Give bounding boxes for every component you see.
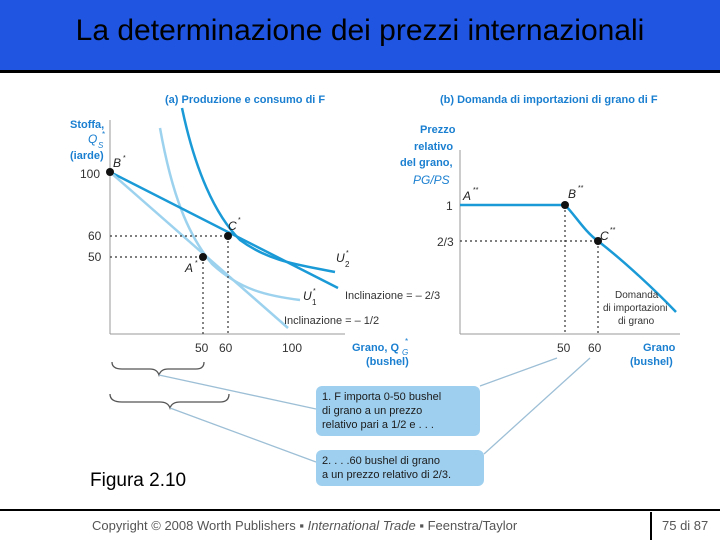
curve-u2-sub: 2: [345, 260, 350, 269]
price-line-slope-1-2: [109, 171, 289, 329]
footer-sep-2: ▪: [419, 518, 424, 533]
panel-b-point-a: A: [462, 189, 471, 203]
point-a-star: [199, 253, 207, 261]
panel-a-xtick-60: 60: [219, 341, 233, 355]
connector-2b: [483, 357, 591, 455]
panel-a-xlabel-sub: G: [402, 348, 408, 357]
panel-a-ytick-60: 60: [88, 229, 102, 243]
panel-b-ytick-2-3: 2/3: [437, 235, 454, 249]
price-line-slope-2-3: [109, 170, 339, 290]
demand-curve-label-2: di importazioni: [603, 303, 667, 314]
panel-a-xtick-50: 50: [195, 341, 209, 355]
panel-b-xtick-50: 50: [557, 341, 571, 355]
footer-authors: Feenstra/Taylor: [427, 518, 518, 533]
curve-u2-sup: *: [346, 250, 349, 257]
figure-caption: Figura 2.10: [90, 470, 187, 491]
callout-1-line-1: 1. F importa 0-50 bushel: [322, 391, 442, 403]
panel-a-xlabel-unit: (bushel): [366, 356, 409, 368]
panel-b-point-c: C: [600, 229, 609, 243]
footer-divider: [0, 509, 720, 511]
callout-1-line-2: di grano a un prezzo: [322, 405, 423, 417]
connector-1b: [479, 357, 558, 387]
panel-a-xlabel-sup: *: [405, 337, 408, 346]
demand-curve-label-3: di grano: [618, 316, 655, 327]
panel-b-ylabel-formula: PG/PS: [413, 173, 450, 187]
panel-a-ylabel-1: Stoffa,: [70, 119, 104, 131]
panel-a-ytick-100: 100: [80, 167, 100, 181]
callout-1: 1. F importa 0-50 bushel di grano a un p…: [316, 386, 480, 436]
panel-b-ylabel-1: Prezzo: [420, 124, 456, 136]
panel-a-ylabel-2: Q: [88, 132, 97, 146]
footer-copyright: Copyright © 2008 Worth Publishers: [92, 518, 296, 533]
panel-a-xlabel: Grano, Q: [352, 342, 400, 354]
demand-curve-label-1: Domanda: [615, 290, 659, 301]
connector-2a: [169, 407, 317, 463]
brace-upper: [111, 361, 205, 378]
point-c-star-star: [594, 237, 602, 245]
callout-2-line-1: 2. . . .60 bushel di grano: [322, 455, 441, 467]
panel-a-ylabel-sub: S: [98, 141, 104, 150]
panel-a-ytick-50: 50: [88, 250, 102, 264]
point-b-star: [106, 168, 114, 176]
panel-b-ylabel-2: relativo: [414, 141, 453, 153]
panel-b-ylabel-3: del grano,: [400, 157, 453, 169]
title-divider: [0, 70, 720, 73]
callout-1-line-3: relativo pari a 1/2 e . . .: [322, 419, 434, 431]
panel-b-point-b-sup: **: [578, 185, 584, 192]
point-a-label: A: [184, 261, 193, 275]
panel-b-xtick-60: 60: [588, 341, 602, 355]
panel-a-ylabel-3: (iarde): [70, 150, 104, 162]
point-b-label: B: [113, 156, 121, 170]
panel-b-xlabel-unit: (bushel): [630, 356, 673, 368]
callout-2-line-2: a un prezzo relativo di 2/3.: [322, 469, 452, 481]
slope-label-1-2: Inclinazione = – 1/2: [284, 315, 379, 327]
footer-sep-1: ▪: [299, 518, 304, 533]
point-b-label-sup: *: [123, 155, 126, 162]
panel-b-point-a-sup: **: [473, 187, 479, 194]
panel-a-xtick-100: 100: [282, 341, 302, 355]
slope-label-2-3: Inclinazione = – 2/3: [345, 290, 440, 302]
page-number: 75 di 87: [662, 518, 709, 533]
point-c-label-sup: *: [238, 217, 241, 224]
curve-u1-sub: 1: [312, 298, 317, 307]
panel-b-point-b: B: [568, 187, 576, 201]
panel-b-title: (b) Domanda di importazioni di grano di …: [440, 94, 658, 106]
page-title: La determinazione dei prezzi internazion…: [75, 14, 645, 47]
footer-credits: Copyright © 2008 Worth Publishers ▪ Inte…: [92, 518, 517, 533]
point-c-label: C: [228, 219, 237, 233]
title-bar: La determinazione dei prezzi internazion…: [0, 0, 720, 70]
curve-u1-sup: *: [313, 288, 316, 295]
footer-book: International Trade: [307, 518, 416, 533]
point-b-star-star: [561, 201, 569, 209]
panel-a-title: (a) Produzione e consumo di F: [165, 94, 325, 106]
curve-u2-label: U: [336, 251, 345, 265]
panel-b-point-c-sup: **: [610, 227, 616, 234]
indifference-curve-u1: [158, 127, 301, 302]
point-c-star: [224, 232, 232, 240]
connector-1a: [158, 374, 317, 410]
point-a-label-sup: *: [195, 260, 198, 267]
panel-b-ytick-1: 1: [446, 199, 453, 213]
panel-a-ylabel-sup: *: [102, 130, 105, 139]
panel-b-xlabel: Grano: [643, 342, 676, 354]
brace-lower: [109, 393, 230, 411]
curve-u1-label: U: [303, 289, 312, 303]
indifference-curve-u2: [180, 107, 336, 274]
footer-separator: [650, 512, 652, 540]
callout-2: 2. . . .60 bushel di grano a un prezzo r…: [316, 450, 484, 486]
